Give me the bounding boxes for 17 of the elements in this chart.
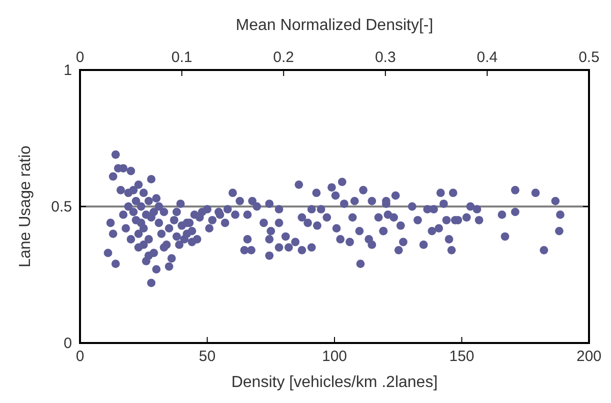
x-axis-title: Density [vehicles/km .2lanes]	[231, 374, 438, 391]
x2-tick-label: 0.3	[374, 49, 396, 66]
y-tick-label: 0.5	[51, 198, 72, 216]
x-tick-label: 100	[322, 348, 348, 365]
x2-tick-label: 0.4	[476, 49, 498, 66]
x-tick-label: 200	[576, 348, 602, 365]
x-tick-label: 50	[198, 348, 216, 365]
y-tick-label: 0	[64, 335, 72, 352]
y-tick-label: 1	[64, 62, 72, 79]
x-tick-label: 150	[449, 348, 474, 365]
y-axis-title: Lane Usage ratio	[17, 145, 34, 268]
x2-tick-label: 0	[76, 49, 84, 66]
x2-tick-label: 0.5	[578, 49, 600, 66]
x2-axis-title: Mean Normalized Density[-]	[236, 17, 434, 34]
x2-tick-label: 0.2	[273, 49, 294, 66]
x2-tick-label: 0.1	[171, 49, 192, 66]
x-tick-label: 0	[76, 348, 84, 365]
